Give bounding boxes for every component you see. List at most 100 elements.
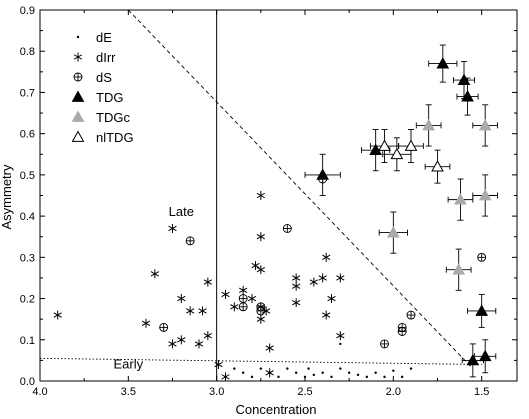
y-tick-label: 0.7 bbox=[20, 87, 35, 99]
point-dIrr bbox=[247, 294, 257, 304]
point-dIrr bbox=[251, 261, 260, 271]
legend-entry-dE: dE bbox=[76, 30, 112, 45]
point-dIrr bbox=[168, 223, 177, 233]
point-dIrr bbox=[265, 368, 274, 378]
point-dIrr bbox=[256, 265, 265, 275]
point-dE bbox=[277, 375, 280, 379]
legend-marker bbox=[76, 35, 80, 39]
point-dS bbox=[477, 252, 487, 262]
point-TDG bbox=[436, 57, 450, 69]
point-TDGc bbox=[454, 193, 467, 205]
point-TDG bbox=[466, 353, 480, 366]
point-dE bbox=[374, 371, 377, 374]
point-dE bbox=[286, 367, 289, 370]
point-dE bbox=[339, 367, 342, 370]
point-dIrr bbox=[230, 302, 239, 312]
point-dS bbox=[238, 294, 248, 304]
legend-label: dIrr bbox=[96, 50, 116, 65]
series-TDGc bbox=[378, 104, 499, 291]
point-dIrr bbox=[214, 360, 223, 370]
data-series bbox=[53, 44, 499, 382]
point-dIrr bbox=[194, 339, 204, 349]
point-dIrr bbox=[256, 232, 265, 242]
point-dIrr bbox=[256, 191, 265, 200]
legend-entry-dS: dS bbox=[73, 70, 112, 85]
point-TDG bbox=[369, 143, 383, 156]
legend-marker bbox=[71, 90, 85, 102]
point-TDG bbox=[475, 304, 489, 316]
y-tick-label: 0.9 bbox=[20, 5, 35, 17]
point-dE bbox=[241, 371, 245, 374]
point-dE bbox=[294, 371, 298, 374]
x-tick-label: 3.0 bbox=[209, 386, 224, 398]
legend: dE dIrr dS TDG TDGc nlTDG bbox=[71, 30, 134, 145]
x-tick-label: 2.0 bbox=[386, 386, 401, 398]
legend-label: TDGc bbox=[96, 110, 130, 125]
annotation-late: Late bbox=[169, 204, 194, 219]
point-dIrr bbox=[322, 310, 331, 320]
legend-entry-TDG: TDG bbox=[71, 90, 123, 105]
point-TDGc bbox=[478, 118, 492, 131]
point-dS bbox=[406, 310, 416, 320]
y-tick-label: 0.1 bbox=[20, 335, 35, 347]
legend-label: TDG bbox=[96, 90, 123, 105]
point-dIrr bbox=[203, 277, 212, 287]
dotted-reference-line bbox=[39, 357, 482, 365]
reference-lines bbox=[39, 9, 482, 381]
x-tick-label: 3.5 bbox=[121, 386, 136, 398]
y-tick-label: 0.8 bbox=[20, 46, 35, 58]
point-dIrr bbox=[221, 289, 230, 299]
point-nlTDG bbox=[378, 139, 391, 151]
point-dIrr bbox=[239, 285, 248, 295]
point-dIrr bbox=[292, 298, 301, 308]
point-dIrr bbox=[336, 273, 345, 283]
point-TDGc bbox=[386, 226, 400, 238]
x-tick-label: 2.5 bbox=[297, 386, 312, 398]
point-dIrr bbox=[141, 318, 151, 328]
point-dS bbox=[185, 236, 195, 246]
legend-marker bbox=[73, 52, 83, 62]
point-TDGc bbox=[478, 188, 492, 201]
point-dIrr bbox=[221, 372, 230, 382]
point-dIrr bbox=[265, 343, 274, 353]
y-axis-title: Asymmetry bbox=[0, 164, 14, 230]
point-dE bbox=[392, 369, 395, 372]
point-dIrr bbox=[53, 310, 62, 320]
point-dE bbox=[356, 373, 360, 377]
point-dE bbox=[233, 367, 236, 370]
point-dIrr bbox=[309, 277, 318, 287]
y-tick-label: 0.3 bbox=[20, 252, 35, 264]
point-TDGc bbox=[452, 263, 466, 275]
point-dE bbox=[400, 375, 404, 379]
point-TDGc bbox=[422, 118, 436, 131]
point-dE bbox=[365, 375, 369, 379]
y-tick-label: 0.0 bbox=[20, 376, 35, 388]
x-tick-label: 4.0 bbox=[32, 386, 47, 398]
point-dE bbox=[383, 375, 386, 379]
point-nlTDG bbox=[390, 147, 404, 160]
point-dIrr bbox=[327, 294, 336, 304]
point-TDG bbox=[457, 73, 471, 85]
point-dE bbox=[321, 371, 324, 374]
x-tick-label: 1.5 bbox=[474, 386, 489, 398]
point-dS bbox=[256, 306, 266, 316]
legend-entry-nlTDG: nlTDG bbox=[71, 130, 134, 145]
point-dIrr bbox=[318, 273, 327, 283]
annotations: Late Early bbox=[114, 204, 194, 372]
point-dIrr bbox=[292, 273, 301, 283]
legend-entry-dIrr: dIrr bbox=[73, 50, 116, 65]
point-dIrr bbox=[150, 269, 159, 279]
point-dS bbox=[159, 322, 169, 332]
point-TDG bbox=[478, 349, 492, 362]
point-nlTDG bbox=[431, 160, 444, 172]
legend-label: dE bbox=[96, 30, 112, 45]
point-dE bbox=[339, 342, 342, 346]
legend-label: dS bbox=[96, 70, 112, 85]
point-dIrr bbox=[186, 306, 195, 316]
legend-label: nlTDG bbox=[96, 130, 134, 145]
legend-entry-TDGc: TDGc bbox=[71, 110, 130, 125]
series-TDG bbox=[304, 44, 497, 378]
point-dIrr bbox=[292, 281, 301, 291]
point-dIrr bbox=[322, 252, 331, 262]
